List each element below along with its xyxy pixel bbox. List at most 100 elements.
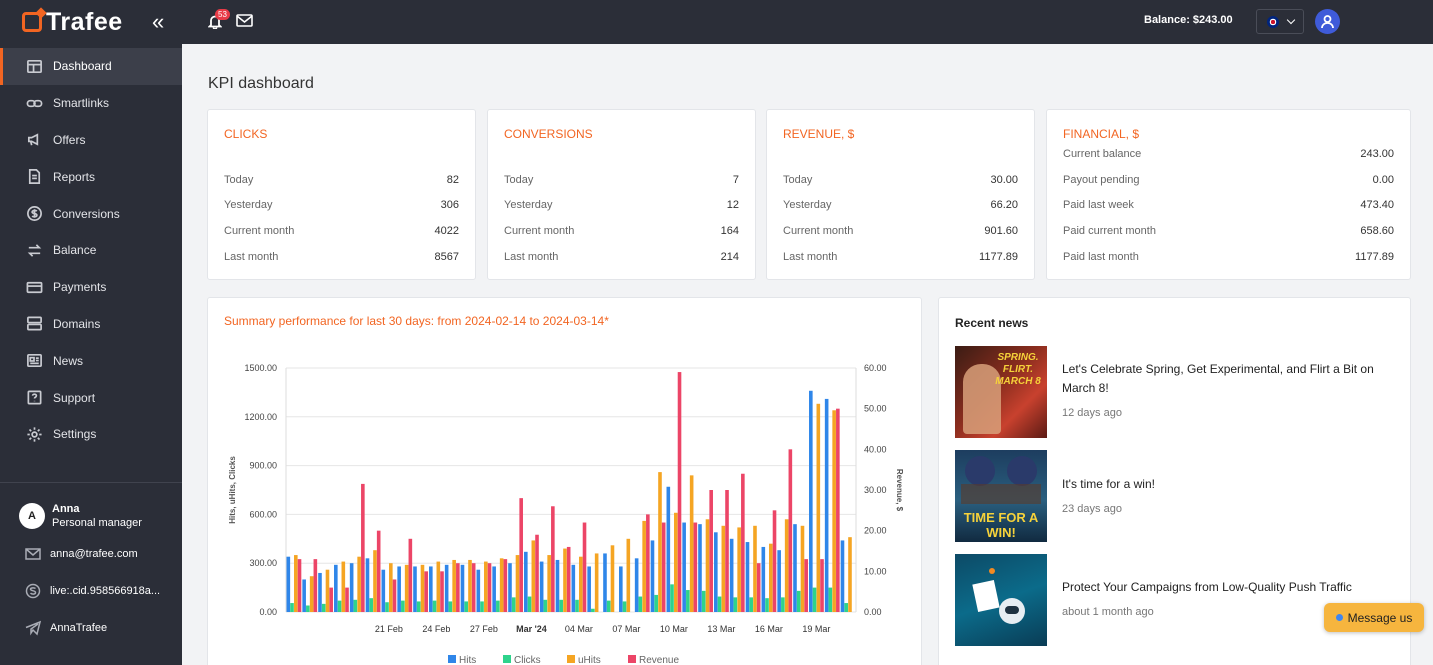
card-icon [25, 278, 43, 296]
bar-clicks [622, 601, 627, 612]
y-tick-label: 300.00 [249, 558, 277, 568]
sidebar-item-dashboard[interactable]: Dashboard [0, 48, 182, 85]
kpi-row: Paid last week 473.40 [1063, 199, 1394, 211]
x-tick-label: 04 Mar [565, 624, 593, 634]
bar-hits [365, 558, 370, 612]
news-thumbnail[interactable]: SPRING. FLIRT. MARCH 8 [955, 346, 1047, 438]
news-headline[interactable]: Let's Celebrate Spring, Get Experimental… [1062, 362, 1374, 395]
manager-skype[interactable]: live:.cid.958566918a... [0, 572, 182, 609]
x-tick-label: 10 Mar [660, 624, 688, 634]
kpi-row: Today 30.00 [783, 174, 1018, 186]
bar-clicks [353, 599, 358, 612]
bar-hits [698, 524, 702, 612]
bar-clicks [543, 599, 548, 612]
collapse-sidebar-icon[interactable]: « [152, 9, 165, 34]
news-headline[interactable]: Protect Your Campaigns from Low-Quality … [1062, 580, 1352, 594]
y2-tick-label: 40.00 [864, 444, 887, 454]
bar-uhits [563, 548, 567, 612]
bar-hits [476, 569, 481, 612]
bar-clicks [781, 597, 785, 612]
sidebar-item-conversions[interactable]: Conversions [0, 195, 182, 232]
news-title: Recent news [955, 316, 1029, 330]
y2-axis-title: Revenue, $ [895, 469, 904, 512]
news-time: about 1 month ago [1062, 606, 1154, 618]
sidebar-item-offers[interactable]: Offers [0, 122, 182, 159]
bar-clicks [701, 590, 706, 612]
bar-uhits [515, 555, 520, 612]
bar-revenue [487, 563, 492, 612]
bar-hits [302, 579, 306, 612]
bar-revenue [836, 408, 840, 612]
link-icon [25, 94, 43, 112]
x-tick-label: 24 Feb [422, 624, 450, 634]
bar-revenue [551, 506, 555, 612]
legend-label: Clicks [514, 655, 541, 665]
kpi-row: Current month 4022 [224, 225, 459, 237]
bar-revenue [345, 587, 349, 612]
language-selector[interactable] [1256, 9, 1304, 34]
question-icon [25, 389, 43, 407]
bar-uhits [769, 543, 773, 612]
news-item[interactable]: SPRING. FLIRT. MARCH 8 Let's Celebrate S… [955, 346, 1395, 438]
bar-hits [777, 550, 781, 612]
uk-flag-icon [1266, 15, 1279, 28]
bar-uhits [484, 561, 488, 612]
bar-hits [809, 390, 813, 612]
bar-hits [571, 564, 576, 612]
sidebar-item-support[interactable]: Support [0, 379, 182, 416]
sidebar-item-label: Dashboard [53, 59, 112, 74]
mail-icon[interactable] [236, 13, 253, 33]
bar-hits [381, 569, 386, 612]
bar-clicks [733, 597, 738, 612]
message-us-button[interactable]: Message us [1324, 603, 1424, 632]
x-tick-label: 21 Feb [375, 624, 403, 634]
bar-revenue [788, 449, 793, 612]
bar-revenue [804, 559, 808, 612]
bar-revenue [361, 483, 365, 612]
bar-uhits [452, 559, 456, 612]
message-us-label: Message us [1347, 610, 1413, 625]
bar-hits [413, 566, 417, 612]
bar-hits [349, 563, 354, 612]
news-item[interactable]: Protect Your Campaigns from Low-Quality … [955, 554, 1395, 646]
bar-hits [444, 564, 449, 612]
bar-uhits [436, 561, 441, 612]
sidebar-item-payments[interactable]: Payments [0, 269, 182, 306]
kpi-row: Today 7 [504, 174, 739, 186]
manager-email[interactable]: anna@trafee.com [0, 535, 182, 572]
sidebar-item-settings[interactable]: Settings [0, 416, 182, 453]
bar-clicks [606, 600, 611, 612]
x-tick-label: 07 Mar [612, 624, 640, 634]
manager-telegram[interactable]: AnnaTrafee [0, 609, 182, 646]
logo[interactable]: Trafee [0, 0, 182, 44]
bar-hits [666, 486, 671, 612]
bar-clicks [654, 594, 658, 612]
bar-uhits [800, 525, 805, 612]
dollar-icon [25, 205, 43, 223]
sidebar-item-news[interactable]: News [0, 342, 182, 379]
bar-clicks [765, 598, 769, 612]
bar-hits [524, 551, 528, 612]
news-item[interactable]: TIME FOR A WIN! It's time for a win! 23 … [955, 450, 1395, 542]
news-headline[interactable]: It's time for a win! [1062, 477, 1155, 491]
manager-info: A Anna Personal manager [0, 483, 182, 529]
balance-display: Balance: $243.00 [1144, 14, 1233, 26]
news-thumbnail[interactable] [955, 554, 1047, 646]
user-profile-icon[interactable] [1315, 9, 1340, 34]
bar-uhits [404, 564, 409, 612]
bar-hits [318, 572, 322, 612]
manager-name: Anna [52, 503, 80, 515]
sidebar-item-reports[interactable]: Reports [0, 158, 182, 195]
kpi-title: CLICKS [224, 127, 268, 141]
sidebar-item-label: Balance [53, 243, 97, 258]
bar-hits [460, 564, 465, 612]
sidebar-item-smartlinks[interactable]: Smartlinks [0, 85, 182, 122]
sidebar-item-domains[interactable]: Domains [0, 306, 182, 343]
news-thumbnail[interactable]: TIME FOR A WIN! [955, 450, 1047, 542]
bar-clicks [511, 597, 516, 612]
bar-clicks [670, 584, 674, 612]
legend-swatch [628, 655, 636, 663]
sidebar-item-balance[interactable]: Balance [0, 232, 182, 269]
bar-hits [745, 542, 750, 612]
bar-clicks [559, 599, 563, 612]
